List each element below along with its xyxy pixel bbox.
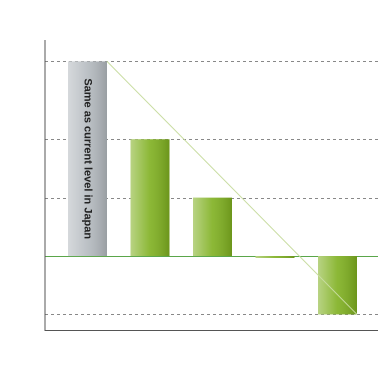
bar-shine: [130, 139, 170, 257]
bar-shine: [68, 61, 107, 257]
bar-shine: [193, 197, 232, 257]
bar-annotation: Same as current level in Japan: [82, 78, 94, 239]
bar-shine: [255, 256, 295, 258]
bar-shine: [318, 256, 357, 315]
trend-line: [106, 61, 358, 315]
